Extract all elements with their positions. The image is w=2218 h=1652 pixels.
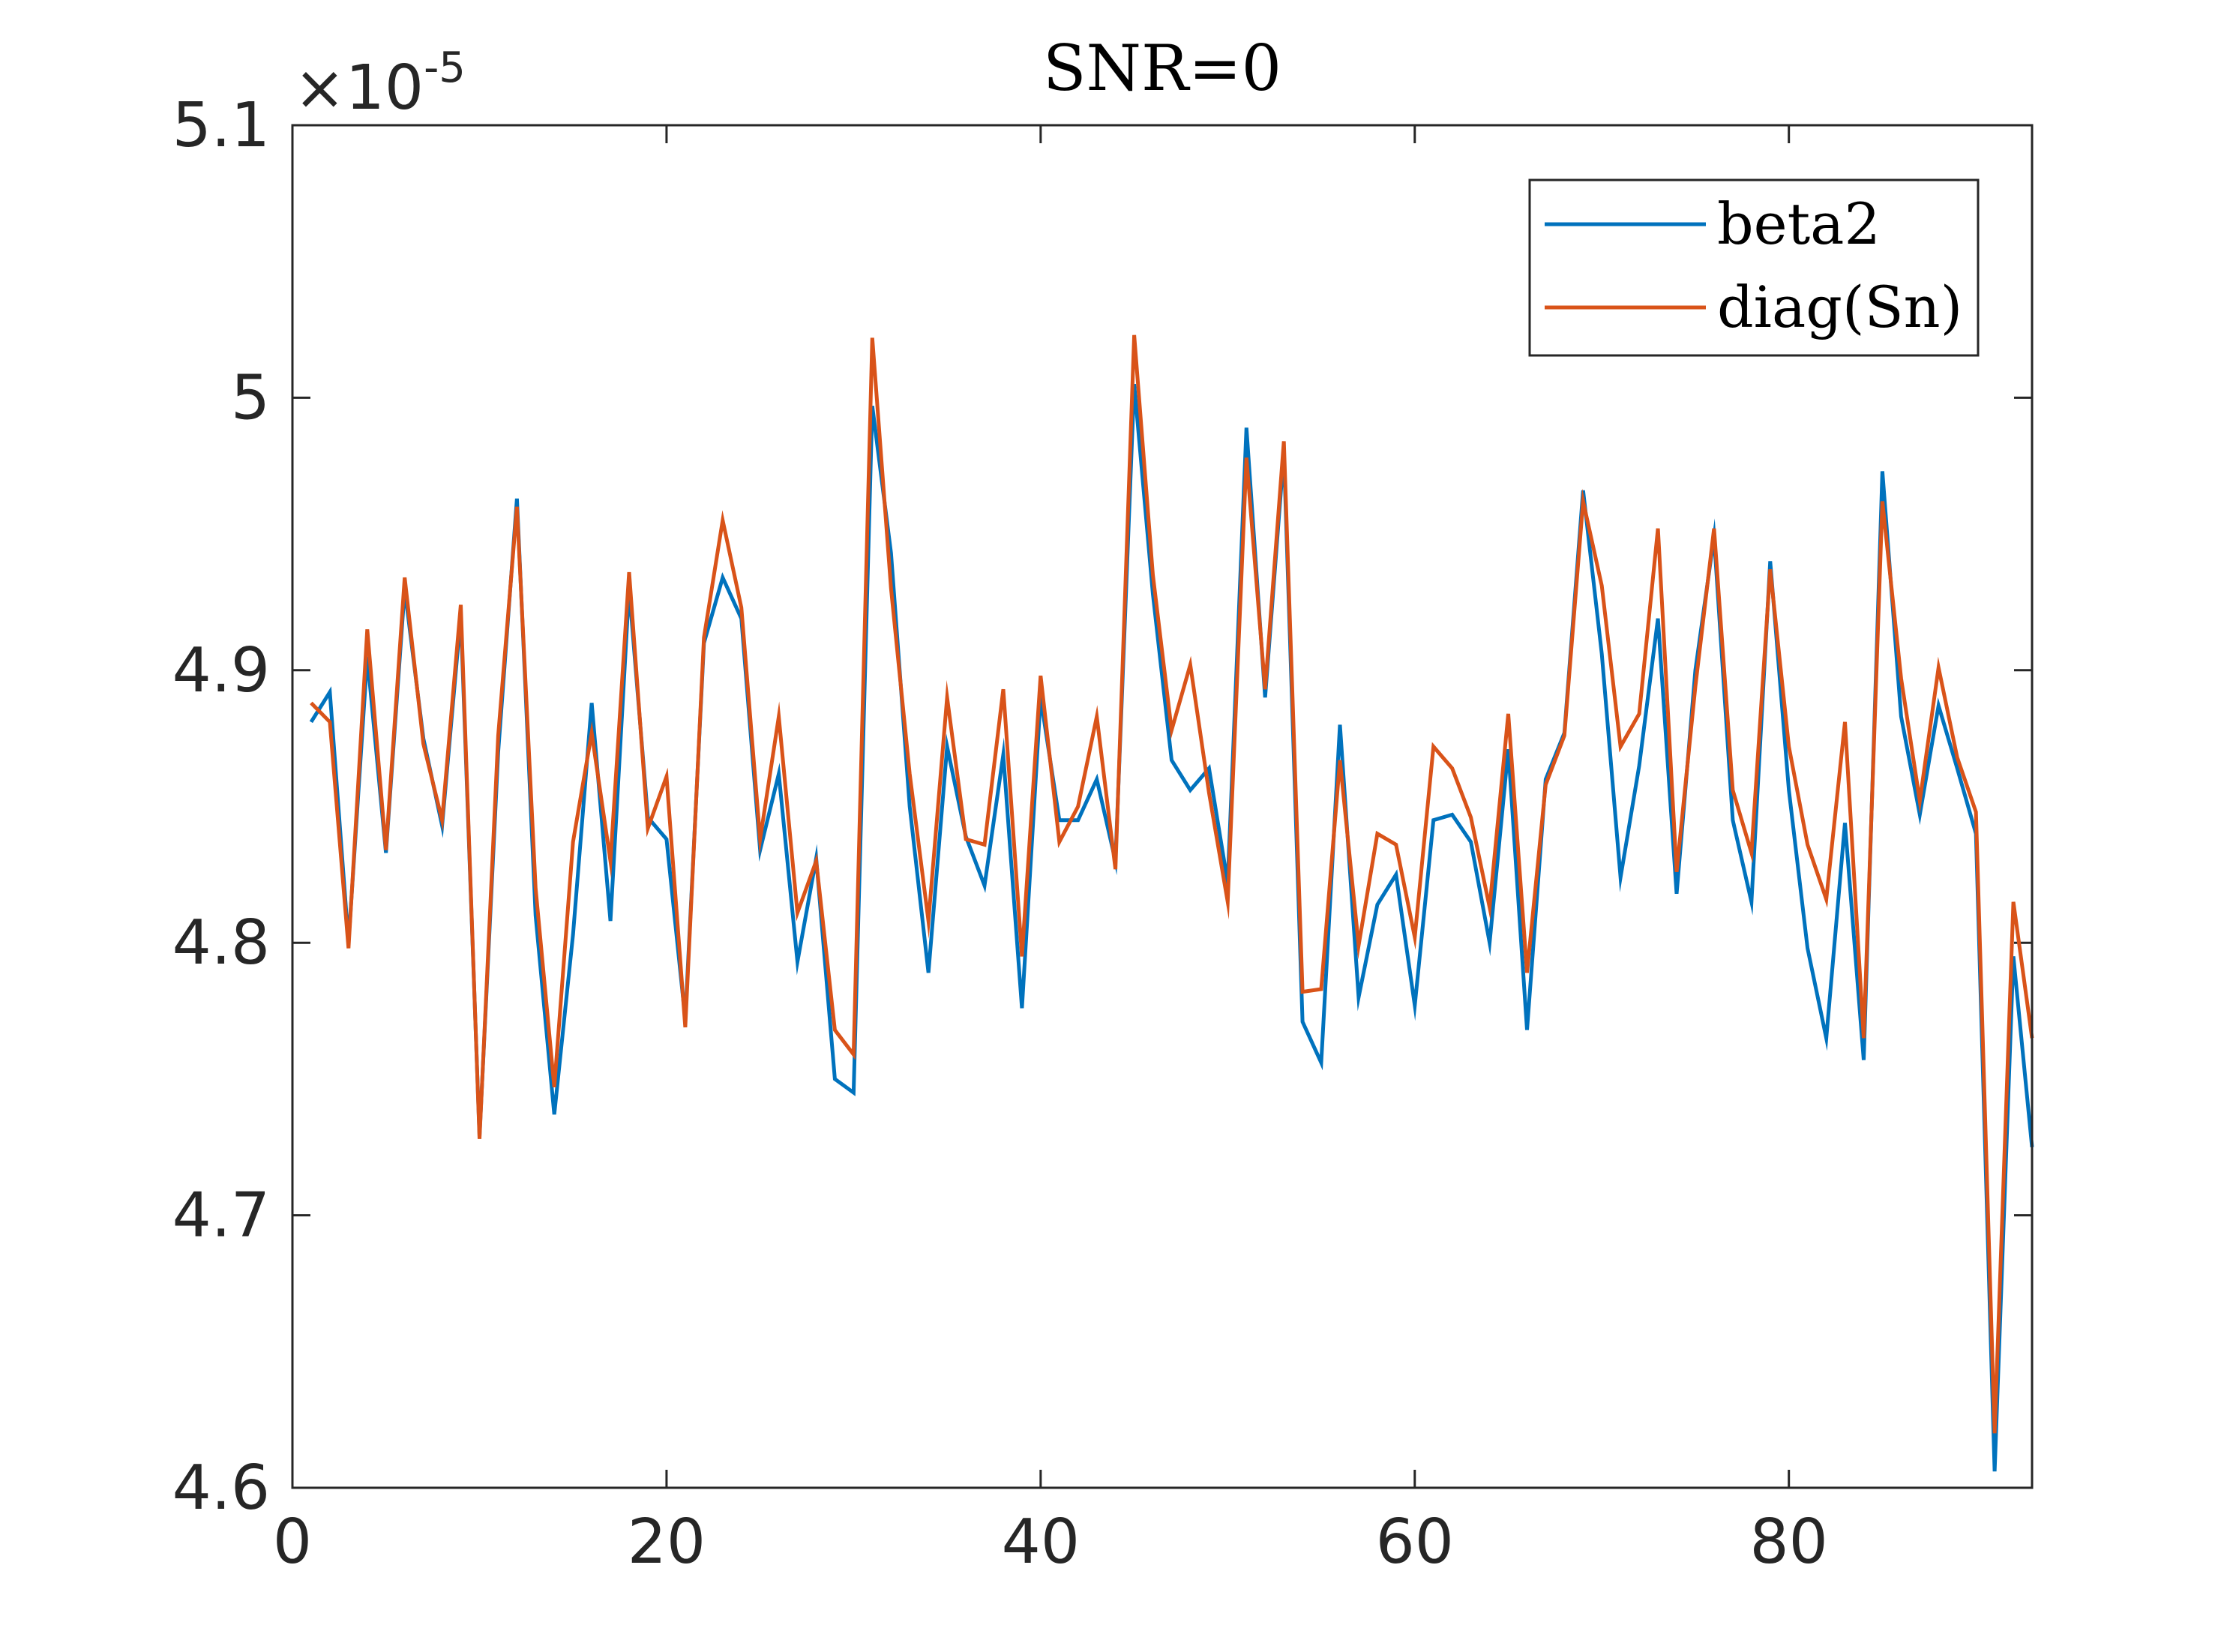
series-layer [309, 334, 2034, 1472]
legend-label-diag-sn: diag(Sn) [1717, 274, 1962, 340]
x-tick-label: 60 [1376, 1507, 1454, 1578]
y-tick-labels: 4.6 4.7 4.8 4.9 5 5.1 [172, 90, 270, 1524]
y-tick-label: 5.1 [172, 90, 270, 161]
legend: beta2 diag(Sn) [1528, 178, 1980, 357]
y-tick-label: 5 [231, 362, 270, 433]
chart-title: SNR=0 [1043, 31, 1281, 105]
x-tick-labels: 0 20 40 60 80 [273, 1507, 1828, 1578]
series-line-diag-sn [310, 334, 2034, 1434]
legend-box [1528, 178, 1980, 357]
y-tick-label: 4.8 [172, 907, 270, 979]
axes-box [291, 124, 2034, 1489]
legend-label-beta2: beta2 [1717, 190, 1881, 257]
x-tick-label: 20 [628, 1507, 706, 1578]
svg-text:×10-5: ×10-5 [294, 43, 466, 124]
exponent-power: -5 [424, 43, 466, 92]
y-tick-label: 4.7 [172, 1180, 270, 1252]
y-tick-label: 4.9 [172, 635, 270, 706]
x-tick-label: 0 [273, 1507, 312, 1578]
x-tick-label: 80 [1750, 1507, 1828, 1578]
exponent-base: ×10 [294, 52, 424, 124]
y-tick-label: 4.6 [172, 1453, 270, 1524]
y-exponent-label: ×10-5 [294, 43, 466, 124]
x-tick-label: 40 [1002, 1507, 1080, 1578]
